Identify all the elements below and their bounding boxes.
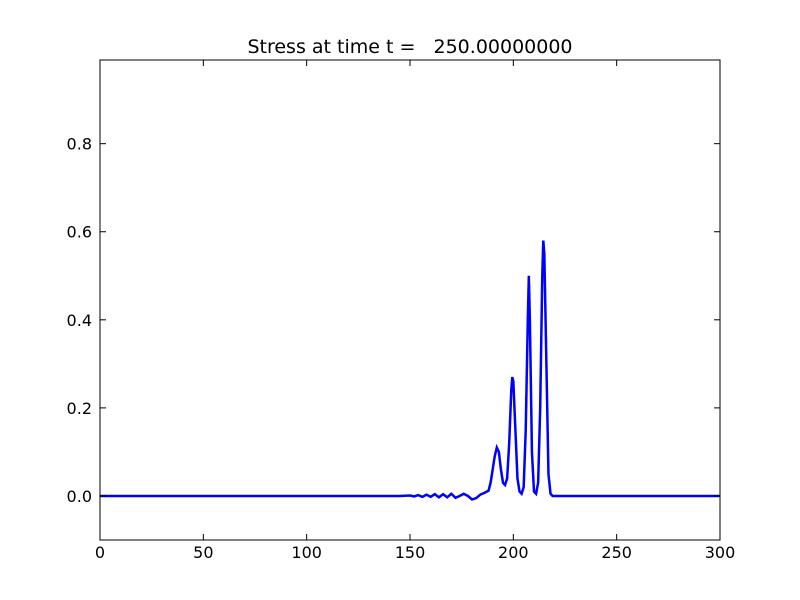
x-tick-label: 250 [601,543,632,562]
data-line [100,240,720,501]
chart-title: Stress at time t = 250.00000000 [247,36,572,58]
y-tick-label: 0.2 [67,399,92,418]
plot-frame [99,59,721,541]
x-tick-label: 100 [291,543,322,562]
y-tick-label: 0.4 [67,311,92,330]
y-tick-label: 0.0 [67,487,92,506]
x-tick-label: 0 [95,543,105,562]
x-tick-label: 150 [395,543,426,562]
y-tick-label: 0.6 [67,223,92,242]
x-tick-label: 300 [705,543,736,562]
x-tick-label: 50 [193,543,213,562]
y-tick-label: 0.8 [67,135,92,154]
x-tick-label: 200 [498,543,529,562]
